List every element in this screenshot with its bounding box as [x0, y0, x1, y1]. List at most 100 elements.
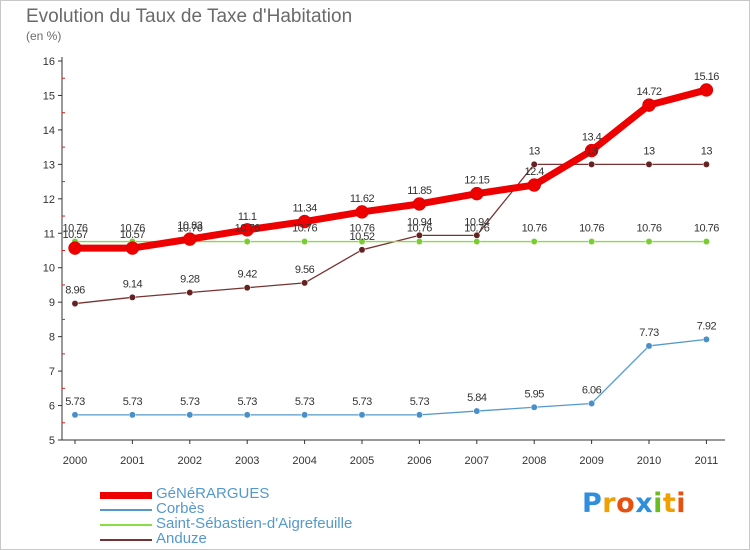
data-label: 10.52 [349, 231, 374, 243]
data-label: 10.76 [694, 223, 719, 235]
series-line-3 [74, 163, 707, 305]
data-label: 13 [529, 145, 541, 157]
legend-label: Saint-Sébastien-d'Aigrefeuille [156, 515, 353, 532]
data-label: 10.76 [349, 223, 374, 235]
y-tick-label: 12 [43, 194, 55, 206]
legend-swatch-red [100, 492, 152, 499]
x-tick-label: 2010 [637, 455, 661, 467]
data-point [702, 335, 710, 343]
data-label: 14.72 [636, 86, 661, 98]
data-label: 10.76 [177, 223, 202, 235]
data-label: 10.76 [62, 223, 87, 235]
data-label: 10.76 [292, 223, 317, 235]
x-tick-label: 2002 [178, 455, 202, 467]
y-tick-label: 7 [49, 366, 55, 378]
data-label: 13 [586, 145, 598, 157]
data-point [71, 411, 79, 419]
data-label: 9.56 [295, 264, 315, 276]
data-point [584, 143, 599, 158]
data-point [243, 411, 251, 419]
data-label: 5.73 [123, 396, 143, 408]
data-point [358, 246, 366, 254]
x-tick-label: 2007 [465, 455, 489, 467]
data-label: 5.73 [180, 396, 200, 408]
data-point [243, 238, 251, 245]
data-point [702, 160, 710, 168]
logo-letter: t [662, 488, 677, 519]
y-tick-label: 8 [49, 332, 55, 344]
data-label: 10.76 [522, 223, 547, 235]
data-label: 9.14 [123, 278, 143, 290]
data-label: 9.42 [237, 269, 257, 281]
data-point [530, 403, 538, 411]
data-point [473, 407, 481, 415]
data-label: 13 [643, 145, 655, 157]
y-tick-label: 13 [43, 159, 55, 171]
data-label: 11.1 [238, 211, 257, 223]
data-label: 12.4 [524, 166, 544, 178]
data-label: 10.57 [120, 229, 145, 241]
data-label: 8.96 [65, 285, 85, 297]
data-label: 10.76 [636, 223, 661, 235]
series-layer [68, 83, 714, 419]
y-tick-label: 16 [43, 56, 55, 68]
data-point [415, 411, 423, 419]
logo-letter: i [653, 488, 663, 519]
logo-letter: o [616, 488, 636, 519]
y-tick-label: 5 [49, 435, 55, 447]
logo-letter: i [676, 488, 687, 519]
series-line-1 [75, 338, 707, 416]
data-label: 10.76 [235, 223, 260, 235]
x-tick-label: 2000 [63, 455, 87, 467]
y-tick-label: 9 [49, 297, 55, 309]
y-tick-label: 14 [43, 125, 55, 137]
data-label: 11.62 [350, 193, 375, 205]
axes: 5 6 7 8 9 10 11 12 13 14 15 16 2000 2001 2002 2003 2004 2… [43, 56, 725, 467]
data-point [243, 284, 251, 292]
data-point [358, 238, 366, 245]
data-point [645, 160, 653, 168]
data-point [355, 205, 369, 219]
data-point [128, 411, 136, 419]
data-label: 7.73 [639, 327, 659, 339]
logo-letter: r [602, 488, 617, 519]
chart-subtitle: (en %) [26, 29, 62, 43]
data-label: 13 [701, 145, 713, 157]
x-tick-label: 2006 [407, 455, 431, 467]
data-label: 15.16 [694, 71, 719, 83]
data-label: 10.57 [62, 229, 87, 241]
data-label: 12.15 [464, 175, 489, 187]
data-label: 5.73 [65, 396, 85, 408]
y-tick-label: 6 [49, 401, 55, 413]
data-label: 6.06 [582, 384, 602, 396]
data-label: 5.73 [352, 396, 372, 408]
y-tick-label: 10 [43, 263, 55, 275]
legend-label: GéNéRARGUES [156, 485, 270, 502]
data-point [183, 232, 197, 246]
data-label: 5.73 [237, 396, 257, 408]
data-point [530, 238, 538, 245]
data-label: 5.73 [410, 396, 430, 408]
data-label: 11.34 [292, 203, 317, 215]
data-label: 11.85 [407, 185, 432, 197]
data-label: 7.92 [697, 320, 717, 332]
legend-swatch-green [100, 524, 152, 526]
logo-letter: x [635, 488, 654, 519]
logo-letter: P [582, 488, 603, 519]
legend-label: Corbès [156, 500, 205, 517]
data-point [71, 300, 79, 308]
data-point [301, 238, 309, 245]
proxiti-logo: Proxiti [582, 488, 686, 519]
data-point [186, 411, 194, 419]
data-point [470, 186, 484, 201]
data-point [588, 400, 596, 407]
data-point [297, 214, 312, 229]
data-point [68, 241, 82, 255]
data-label: 13.4 [582, 132, 602, 144]
legend-swatch-brown [100, 539, 152, 541]
data-label: 10.76 [464, 223, 489, 235]
x-tick-label: 2009 [579, 455, 603, 467]
data-label: 10.76 [120, 223, 145, 235]
data-point [588, 160, 596, 168]
data-point [527, 178, 541, 192]
